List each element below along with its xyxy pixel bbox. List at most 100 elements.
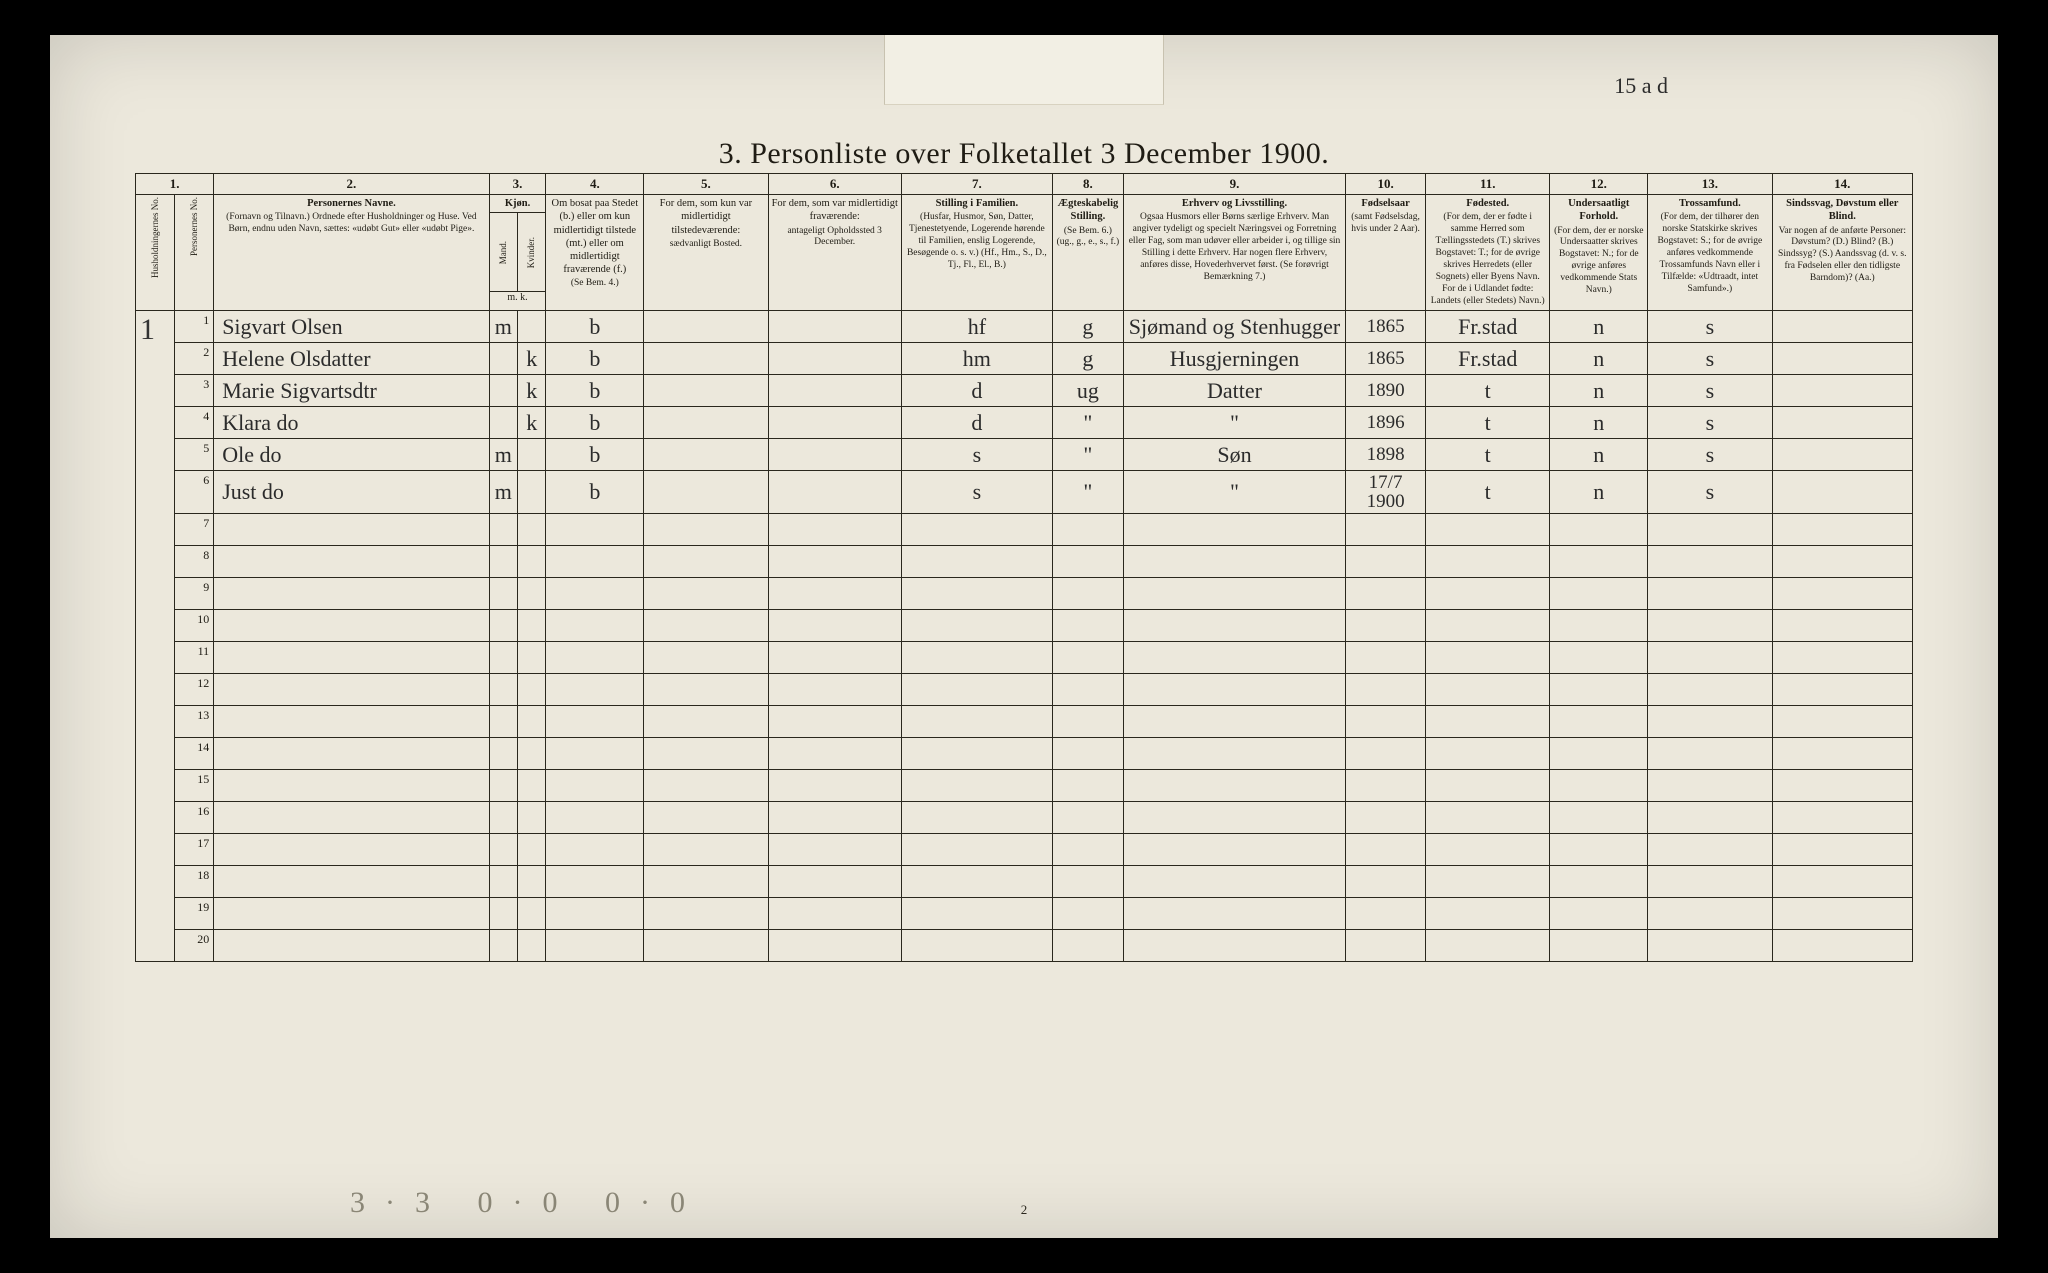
cell-person-no: 10	[175, 610, 214, 642]
cell-empty	[489, 674, 517, 706]
cell-empty	[489, 546, 517, 578]
colnum-11: 11.	[1426, 174, 1550, 195]
cell-birthplace: t	[1426, 375, 1550, 407]
cell-empty	[768, 770, 901, 802]
cell-person-no: 18	[175, 866, 214, 898]
table-row: 5Ole dombs"Søn1898tns	[136, 439, 1913, 471]
cell-empty	[1346, 578, 1426, 610]
hdr-temp-present: For dem, som kun var midlertidigt tilste…	[644, 195, 768, 311]
cell-empty	[1550, 802, 1648, 834]
cell-family-pos: s	[901, 439, 1052, 471]
cell-empty	[546, 674, 644, 706]
cell-empty	[489, 898, 517, 930]
hdr-family-pos: Stilling i Familien. (Husfar, Husmor, Sø…	[901, 195, 1052, 311]
cell-empty	[768, 514, 901, 546]
table-row-blank: 10	[136, 610, 1913, 642]
page-title: 3. Personliste over Folketallet 3 Decemb…	[50, 137, 1998, 171]
cell-empty	[1648, 866, 1772, 898]
cell-disability	[1772, 407, 1912, 439]
cell-empty	[489, 514, 517, 546]
colnum-14: 14.	[1772, 174, 1912, 195]
cell-birthyear: 1898	[1346, 439, 1426, 471]
cell-empty	[546, 866, 644, 898]
cell-person-no: 4	[175, 407, 214, 439]
cell-empty	[644, 930, 768, 962]
census-page: 15 a d 3. Personliste over Folketallet 3…	[50, 35, 1998, 1238]
cell-empty	[1550, 642, 1648, 674]
cell-empty	[1772, 706, 1912, 738]
cell-empty	[1123, 834, 1345, 866]
table-row-blank: 15	[136, 770, 1913, 802]
cell-empty	[1648, 642, 1772, 674]
cell-empty	[1426, 898, 1550, 930]
cell-empty	[1346, 642, 1426, 674]
cell-marital: "	[1052, 407, 1123, 439]
cell-empty	[1772, 546, 1912, 578]
cell-empty	[214, 770, 489, 802]
cell-empty	[1426, 738, 1550, 770]
cell-empty	[1426, 930, 1550, 962]
cell-empty	[1346, 834, 1426, 866]
cell-empty	[768, 674, 901, 706]
page-number: 2	[1021, 1202, 1028, 1218]
cell-occupation: "	[1123, 471, 1345, 514]
cell-religion: s	[1648, 311, 1772, 343]
cell-temp-absent	[768, 471, 901, 514]
cell-empty	[644, 610, 768, 642]
cell-residence: b	[546, 439, 644, 471]
cell-empty	[1123, 514, 1345, 546]
cell-empty	[489, 706, 517, 738]
cell-name: Marie Sigvartsdtr	[214, 375, 489, 407]
cell-temp-absent	[768, 407, 901, 439]
cell-temp-absent	[768, 343, 901, 375]
cell-empty	[1426, 706, 1550, 738]
table-body: 11Sigvart OlsenmbhfgSjømand og Stenhugge…	[136, 311, 1913, 962]
cell-empty	[1052, 770, 1123, 802]
cell-empty	[1052, 738, 1123, 770]
table-row-blank: 14	[136, 738, 1913, 770]
cell-sex-k	[518, 311, 546, 343]
cell-empty	[1550, 930, 1648, 962]
cell-nationality: n	[1550, 375, 1648, 407]
cell-person-no: 2	[175, 343, 214, 375]
table-row-blank: 7	[136, 514, 1913, 546]
cell-empty	[1052, 802, 1123, 834]
cell-name: Sigvart Olsen	[214, 311, 489, 343]
cell-nationality: n	[1550, 471, 1648, 514]
cell-empty	[644, 546, 768, 578]
cell-marital: g	[1052, 311, 1123, 343]
cell-family-pos: hm	[901, 343, 1052, 375]
cell-birthyear: 17/7 1900	[1346, 471, 1426, 514]
cell-empty	[1052, 866, 1123, 898]
cell-occupation: Datter	[1123, 375, 1345, 407]
cell-religion: s	[1648, 439, 1772, 471]
hdr-birthplace: Fødested. (For dem, der er fødte i samme…	[1426, 195, 1550, 311]
cell-empty	[644, 898, 768, 930]
cell-empty	[901, 834, 1052, 866]
cell-person-no: 16	[175, 802, 214, 834]
cell-empty	[644, 802, 768, 834]
table-row-blank: 9	[136, 578, 1913, 610]
cell-empty	[546, 610, 644, 642]
cell-sex-k: k	[518, 407, 546, 439]
cell-empty	[1648, 930, 1772, 962]
cell-empty	[901, 546, 1052, 578]
cell-empty	[1123, 674, 1345, 706]
cell-empty	[644, 706, 768, 738]
cell-temp-present	[644, 439, 768, 471]
cell-birthplace: t	[1426, 439, 1550, 471]
cell-empty	[489, 738, 517, 770]
cell-empty	[901, 706, 1052, 738]
cell-empty	[1550, 834, 1648, 866]
cell-empty	[214, 546, 489, 578]
cell-person-no: 20	[175, 930, 214, 962]
cell-birthplace: t	[1426, 471, 1550, 514]
cell-empty	[1772, 770, 1912, 802]
cell-empty	[1346, 674, 1426, 706]
cell-person-no: 15	[175, 770, 214, 802]
table-row-blank: 8	[136, 546, 1913, 578]
cell-empty	[768, 610, 901, 642]
cell-empty	[644, 642, 768, 674]
cell-person-no: 1	[175, 311, 214, 343]
cell-person-no: 3	[175, 375, 214, 407]
